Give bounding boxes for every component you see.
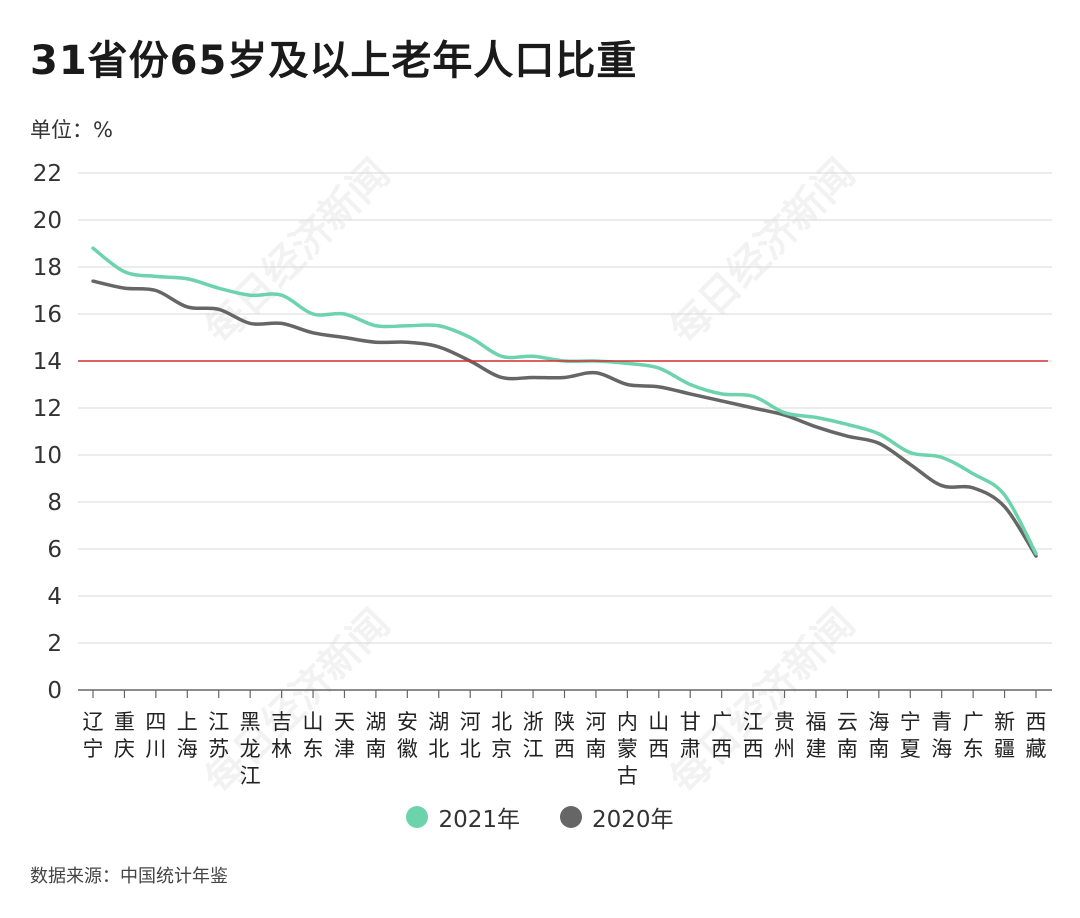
- x-tick-label: 西: [1026, 710, 1047, 734]
- x-tick-label: 州: [774, 737, 795, 761]
- x-tick-label: 吉: [271, 710, 292, 734]
- x-tick-label: 陕: [554, 710, 575, 734]
- x-tick-label: 南: [365, 737, 386, 761]
- x-tick-label: 江: [240, 764, 261, 788]
- legend-item-2021: 2021年: [406, 800, 520, 834]
- x-tick-label: 广: [711, 710, 732, 734]
- y-tick-label: 0: [47, 678, 62, 704]
- x-tick-label: 西: [743, 737, 764, 761]
- legend-item-2020: 2020年: [560, 800, 674, 834]
- x-tick-label: 福: [805, 710, 826, 734]
- x-tick-label: 甘: [680, 710, 701, 734]
- line-chart: 0246810121416182022辽宁重庆四川上海江苏黑龙江吉林山东天津湖南…: [33, 161, 1052, 788]
- x-tick-label: 江: [208, 710, 229, 734]
- x-tick-label: 北: [491, 710, 512, 734]
- x-tick-label: 海: [931, 737, 952, 761]
- x-tick-label: 辽: [83, 710, 104, 734]
- x-tick-label: 庆: [114, 737, 135, 761]
- x-tick-label: 海: [177, 737, 198, 761]
- x-tick-label: 南: [837, 737, 858, 761]
- x-tick-label: 徽: [397, 737, 418, 761]
- x-tick-label: 夏: [900, 737, 921, 761]
- x-tick-label: 广: [963, 710, 984, 734]
- x-tick-label: 云: [837, 710, 858, 734]
- x-tick-label: 建: [805, 737, 826, 761]
- x-tick-label: 龙: [240, 737, 261, 761]
- x-tick-label: 宁: [900, 710, 921, 734]
- x-tick-label: 川: [145, 737, 166, 761]
- x-tick-label: 江: [523, 737, 544, 761]
- x-tick-label: 藏: [1026, 737, 1047, 761]
- x-tick-label: 河: [585, 710, 606, 734]
- x-tick-label: 肃: [680, 737, 701, 761]
- x-tick-label: 海: [868, 710, 889, 734]
- y-tick-label: 16: [33, 302, 62, 328]
- x-tick-label: 河: [460, 710, 481, 734]
- series-line-2020: [91, 279, 1038, 558]
- x-tick-label: 苏: [208, 737, 229, 761]
- data-source: 数据来源：中国统计年鉴: [30, 866, 228, 887]
- x-tick-label: 贵: [774, 710, 795, 734]
- x-tick-label: 西: [711, 737, 732, 761]
- x-tick-label: 黑: [240, 710, 261, 734]
- x-tick-label: 湖: [365, 710, 386, 734]
- x-tick-label: 林: [271, 737, 292, 761]
- y-tick-label: 8: [47, 490, 62, 516]
- y-tick-label: 10: [33, 443, 62, 469]
- x-tick-label: 四: [145, 710, 166, 734]
- x-tick-label: 安: [397, 710, 418, 734]
- x-tick-label: 重: [114, 710, 135, 734]
- x-tick-label: 东: [963, 737, 984, 761]
- y-tick-label: 14: [33, 349, 62, 375]
- x-tick-label: 南: [868, 737, 889, 761]
- x-tick-label: 疆: [994, 737, 1015, 761]
- y-tick-label: 2: [47, 631, 62, 657]
- y-tick-label: 20: [33, 208, 62, 234]
- x-tick-label: 宁: [83, 737, 104, 761]
- y-tick-label: 12: [33, 396, 62, 422]
- y-tick-label: 22: [33, 161, 62, 187]
- x-tick-label: 内: [617, 710, 638, 734]
- series-line-2021: [91, 246, 1038, 556]
- x-tick-label: 古: [617, 764, 638, 788]
- legend-label-2020: 2020年: [592, 807, 674, 833]
- x-tick-label: 江: [743, 710, 764, 734]
- x-tick-label: 南: [585, 737, 606, 761]
- y-tick-label: 6: [47, 537, 62, 563]
- x-tick-label: 京: [491, 737, 512, 761]
- x-tick-label: 湖: [428, 710, 449, 734]
- x-tick-label: 津: [334, 737, 355, 761]
- legend-swatch-2021: [406, 806, 429, 828]
- x-tick-label: 蒙: [617, 737, 638, 761]
- unit-label: 单位：%: [30, 118, 113, 142]
- x-tick-label: 山: [648, 710, 669, 734]
- chart-title: 31省份65岁及以上老年人口比重: [30, 38, 638, 84]
- x-tick-label: 北: [428, 737, 449, 761]
- legend-label-2021: 2021年: [438, 807, 520, 833]
- x-tick-label: 西: [554, 737, 575, 761]
- x-tick-label: 北: [460, 737, 481, 761]
- x-tick-label: 上: [177, 710, 198, 734]
- x-tick-label: 西: [648, 737, 669, 761]
- x-tick-label: 浙: [523, 710, 544, 734]
- x-tick-label: 山: [303, 710, 324, 734]
- x-tick-label: 新: [994, 710, 1015, 734]
- legend: 2021年 2020年: [0, 800, 1080, 834]
- legend-swatch-2020: [560, 806, 582, 828]
- y-tick-label: 18: [33, 255, 62, 281]
- x-tick-label: 青: [931, 710, 952, 734]
- x-tick-label: 天: [334, 710, 355, 734]
- y-tick-label: 4: [47, 584, 62, 610]
- x-tick-label: 东: [303, 737, 324, 761]
